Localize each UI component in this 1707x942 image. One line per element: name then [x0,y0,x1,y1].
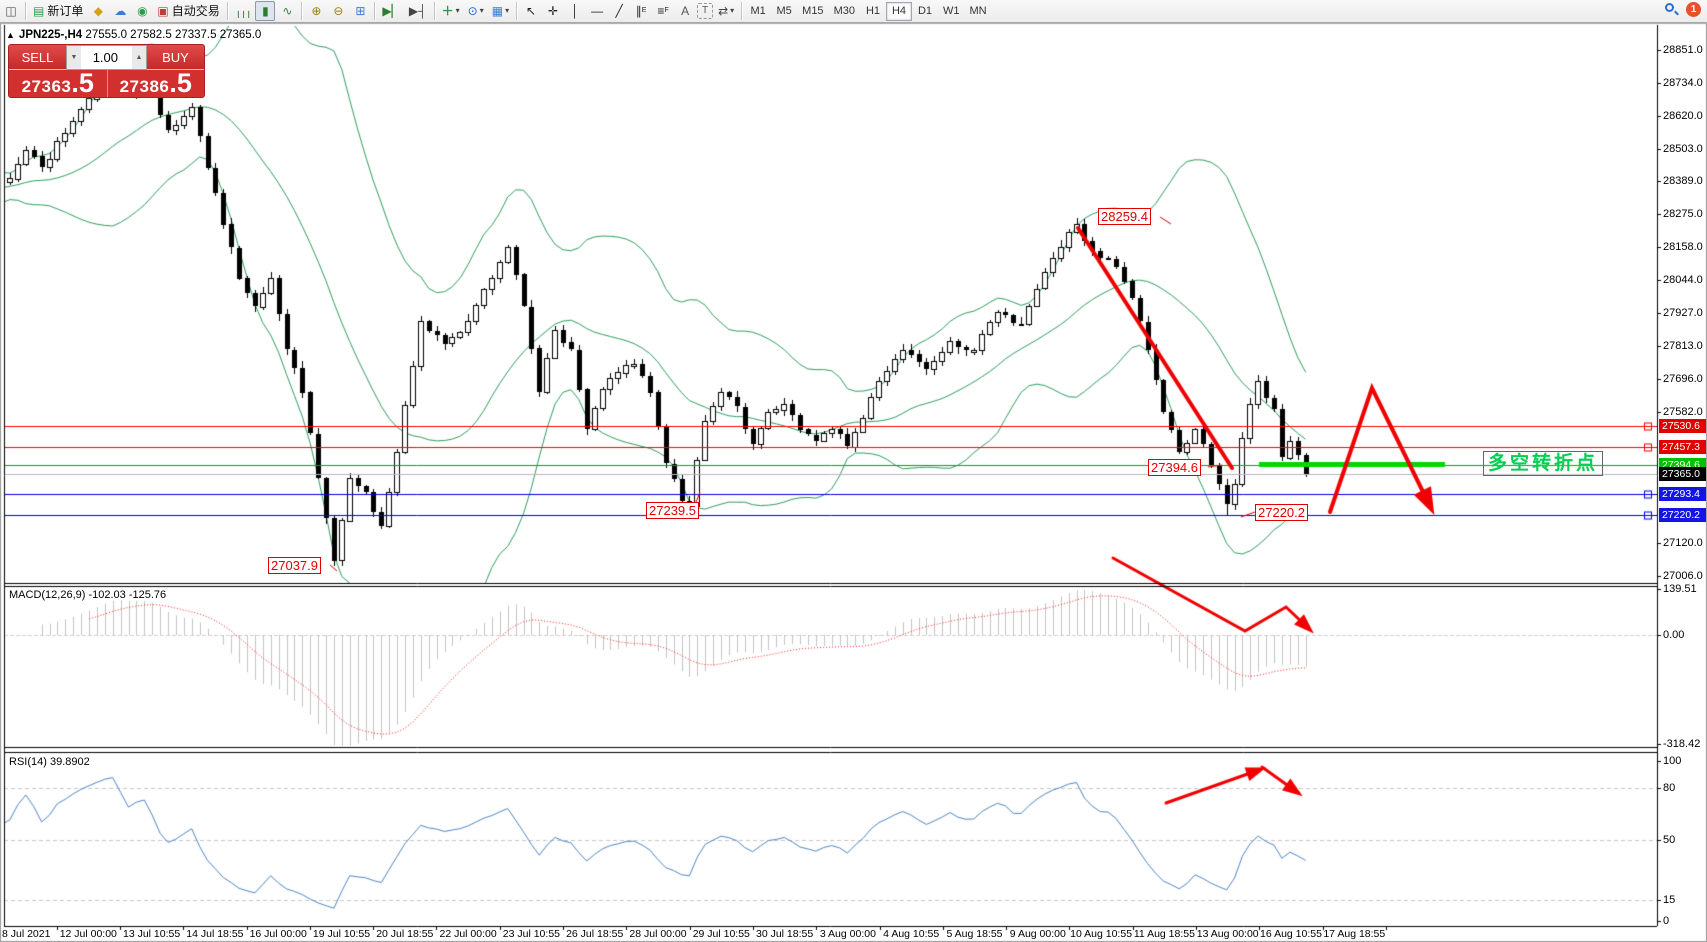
text-button[interactable]: A [681,4,690,18]
chevron-down-icon: ▾ [505,6,510,15]
sell-button[interactable]: SELL [9,45,66,70]
candlestick-chart-button[interactable]: ▮ [255,1,276,21]
volume-decrease-button[interactable]: ▼ [67,46,81,69]
chevron-down-icon: ▾ [479,6,484,15]
cursor-button[interactable]: ↖ [526,4,537,18]
trendline-button[interactable]: ╱ [615,4,623,18]
bar-chart-button[interactable]: ╷╷╷ [234,4,253,18]
toolbar-separator [226,2,228,20]
buy-price-int: 27386 [119,77,170,96]
timeframe-h4-button[interactable]: H4 [885,1,912,21]
toolbar-separator [433,2,435,20]
crosshair-button[interactable]: ✛ [548,4,559,18]
collapse-panel-icon[interactable]: ▲ [6,30,15,40]
ohlc-values: 27555.0 27582.5 27337.5 27365.0 [85,29,262,41]
timeframe-h1-button[interactable]: H1 [865,5,880,17]
template-icon: ▦ [491,4,504,18]
clock-icon: ⊙ [467,4,478,18]
notification-bubble[interactable]: 1 [1686,2,1701,17]
timeframe-d1-button[interactable]: D1 [917,5,932,17]
toolbar-separator [516,2,518,20]
search-icon[interactable] [1665,3,1679,16]
line-chart-button[interactable]: ∿ [282,4,293,18]
vertical-line-button[interactable]: │ [571,4,579,18]
autotrading-button[interactable]: ▣ 自动交易 [154,1,222,21]
new-chart-button[interactable]: ◫ [5,4,17,18]
chart-title-line: ▲ JPN225-,H4 27555.0 27582.5 27337.5 2736… [6,29,261,41]
new-order-icon: ▤ [33,4,45,18]
indicators-button[interactable]: ＋ ▾ [439,1,463,21]
autotrading-label: 自动交易 [171,4,220,18]
market-icon: ◆ [93,4,103,18]
sell-price: 27363.5 [9,68,107,98]
zoom-in-button[interactable]: ⊕ [311,4,322,18]
tile-windows-button[interactable]: ⊞ [355,4,366,18]
channel-button[interactable]: ∥ E [635,4,647,18]
shapes-button[interactable]: ⇄ ▾ [718,4,735,18]
timeframe-m30-button[interactable]: M30 [833,5,855,17]
toolbar: ◫ ▤ 新订单 ◆ ☁ ◉ ▣ 自动交易 ╷╷╷ ▮ ∿ ⊕ ⊖ ⊞ ▶▏ ▶┤… [0,0,1707,23]
signals-icon: ◉ [137,4,148,18]
volume-increase-button[interactable]: ▲ [132,46,146,69]
chevron-down-icon: ▾ [730,6,735,15]
toolbar-separator [741,2,743,20]
zoom-out-button[interactable]: ⊖ [333,4,344,18]
auto-scroll-button[interactable]: ▶▏ [382,4,401,18]
community-icon: ☁ [114,4,127,18]
community-button[interactable]: ☁ [110,1,130,21]
symbol-period-label: JPN225-,H4 [18,29,83,41]
one-click-trading-panel: SELL ▼ 1.00 ▲ BUY 27363.5 27386.5 [8,44,205,98]
timeframe-w1-button[interactable]: W1 [942,5,960,17]
horizontal-line-button[interactable]: — [591,4,604,18]
fibonacci-button[interactable]: ≡ F [657,4,669,18]
timeframe-m15-button[interactable]: M15 [802,5,824,17]
chart-shift-button[interactable]: ▶┤ [408,4,427,18]
timeframe-mn-button[interactable]: MN [969,5,987,17]
timeframe-m1-button[interactable]: M1 [750,5,766,17]
buy-price: 27386.5 [106,68,205,98]
sell-price-int: 27363 [21,77,72,96]
signals-button[interactable]: ◉ [132,1,152,21]
toolbar-separator [374,2,376,20]
periods-button[interactable]: ⊙ ▾ [465,1,487,21]
autotrading-icon: ▣ [157,4,169,18]
volume-input[interactable]: 1.00 [81,46,132,69]
buy-price-frac: .5 [169,68,192,98]
market-button[interactable]: ◆ [88,1,108,21]
toolbar-separator [25,2,26,20]
sell-price-frac: .5 [71,68,94,98]
text-label-button[interactable]: T [697,3,714,19]
timeframe-m5-button[interactable]: M5 [776,5,792,17]
indicators-icon: ＋ [441,4,454,18]
chevron-down-icon: ▾ [455,6,460,15]
toolbar-separator [301,2,303,20]
timeframe-group: M1 M5 M15 M30 H1 H4 D1 W1 MN [745,1,991,21]
templates-button[interactable]: ▦ ▾ [489,1,512,21]
new-order-button[interactable]: ▤ 新订单 [30,1,86,21]
new-order-label: 新订单 [47,4,84,18]
volume-stepper: ▼ 1.00 ▲ [66,45,147,70]
buy-button[interactable]: BUY [147,45,204,70]
